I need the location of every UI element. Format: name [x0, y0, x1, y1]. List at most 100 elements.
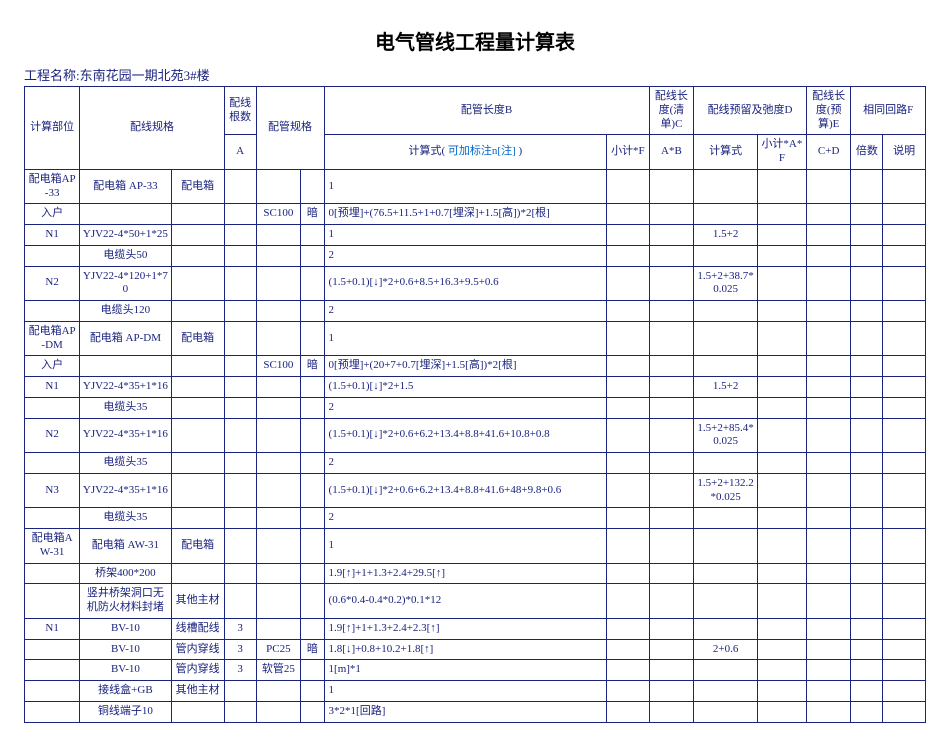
cell-ps	[256, 321, 301, 356]
cell-sub	[607, 508, 649, 529]
cell-cnt: 3	[224, 660, 256, 681]
cell-tm	[851, 529, 883, 564]
cell-bl	[806, 225, 851, 246]
h-formula-note: 可加标注n[注]	[448, 145, 516, 157]
cell-rs	[757, 377, 806, 398]
cell-rs	[757, 245, 806, 266]
cell-sub	[607, 584, 649, 619]
cell-cl	[649, 660, 694, 681]
h-formula-prefix: 计算式(	[409, 145, 448, 157]
cell-bl	[806, 701, 851, 722]
cell-fml: 0[预埋]+(76.5+11.5+1+0.7[埋深]+1.5[高])*2[根]	[324, 204, 607, 225]
cell-sub	[607, 301, 649, 322]
cell-ws2	[171, 225, 224, 246]
cell-ps	[256, 169, 301, 204]
cell-bl	[806, 639, 851, 660]
cell-rf	[694, 701, 758, 722]
cell-rf	[694, 453, 758, 474]
cell-ws1: 配电箱 AW-31	[80, 529, 171, 564]
cell-cp: 配电箱AP-33	[25, 169, 80, 204]
cell-rf	[694, 356, 758, 377]
cell-ws1: 配电箱 AP-33	[80, 169, 171, 204]
cell-tm	[851, 473, 883, 508]
cell-cnt: 3	[224, 618, 256, 639]
cell-tm	[851, 356, 883, 377]
cell-cp: 入户	[25, 356, 80, 377]
cell-ps	[256, 508, 301, 529]
cell-ds	[883, 204, 926, 225]
cell-rf	[694, 245, 758, 266]
cell-sub	[607, 266, 649, 301]
cell-ds	[883, 245, 926, 266]
cell-rs	[757, 508, 806, 529]
cell-cnt	[224, 204, 256, 225]
cell-ds	[883, 225, 926, 246]
cell-an	[301, 397, 324, 418]
cell-ps	[256, 266, 301, 301]
cell-cp	[25, 397, 80, 418]
cell-ps	[256, 453, 301, 474]
h-circuit: 相同回路F	[851, 87, 926, 135]
cell-cl	[649, 301, 694, 322]
table-row: 电缆头502	[25, 245, 926, 266]
table-row: 铜线端子103*2*1[回路]	[25, 701, 926, 722]
cell-sub	[607, 660, 649, 681]
cell-ps	[256, 377, 301, 398]
cell-rf	[694, 618, 758, 639]
cell-cl	[649, 473, 694, 508]
cell-an	[301, 301, 324, 322]
table-row: N1YJV22-4*50+1*2511.5+2	[25, 225, 926, 246]
cell-sub	[607, 473, 649, 508]
table-row: 竖井桥架洞口无机防火材料封堵其他主材(0.6*0.4-0.4*0.2)*0.1*…	[25, 584, 926, 619]
cell-ws2	[171, 701, 224, 722]
cell-ps	[256, 681, 301, 702]
cell-ps: SC100	[256, 204, 301, 225]
cell-tm	[851, 377, 883, 398]
cell-bl	[806, 321, 851, 356]
cell-ws1: 电缆头50	[80, 245, 171, 266]
cell-bl	[806, 563, 851, 584]
cell-cl	[649, 563, 694, 584]
cell-cl	[649, 681, 694, 702]
cell-fml: 2	[324, 453, 607, 474]
cell-ws1: BV-10	[80, 618, 171, 639]
cell-ws1: 电缆头35	[80, 508, 171, 529]
cell-bl	[806, 660, 851, 681]
cell-rf	[694, 584, 758, 619]
table-row: 配电箱AW-31配电箱 AW-31配电箱1	[25, 529, 926, 564]
cell-fml: (1.5+0.1)[↓]*2+0.6+6.2+13.4+8.8+41.6+48+…	[324, 473, 607, 508]
h-times: 倍数	[851, 135, 883, 170]
cell-rs	[757, 397, 806, 418]
cell-an	[301, 266, 324, 301]
h-pipelen: 配管长度B	[324, 87, 649, 135]
cell-cp	[25, 245, 80, 266]
cell-cp	[25, 563, 80, 584]
table-row: BV-10管内穿线3软管251[m]*1	[25, 660, 926, 681]
cell-ps	[256, 397, 301, 418]
cell-ds	[883, 321, 926, 356]
cell-an	[301, 508, 324, 529]
cell-bl	[806, 473, 851, 508]
cell-cl	[649, 529, 694, 564]
cell-fml: 1	[324, 321, 607, 356]
cell-an	[301, 321, 324, 356]
cell-cnt	[224, 508, 256, 529]
cell-rs	[757, 453, 806, 474]
cell-sub	[607, 453, 649, 474]
cell-cp: N2	[25, 418, 80, 453]
cell-bl	[806, 508, 851, 529]
cell-cl	[649, 266, 694, 301]
project-name: 东南花园一期北苑3#楼	[80, 68, 210, 83]
calc-table: 计算部位 配线规格 配线根数 配管规格 配管长度B 配线长度(清单)C 配线预留…	[24, 86, 926, 723]
cell-cnt	[224, 453, 256, 474]
cell-tm	[851, 508, 883, 529]
cell-fml: 1.9[↑]+1+1.3+2.4+2.3[↑]	[324, 618, 607, 639]
cell-bl	[806, 397, 851, 418]
h-reserve-f: 计算式	[694, 135, 758, 170]
cell-an	[301, 529, 324, 564]
cell-ws1: 铜线端子10	[80, 701, 171, 722]
cell-rf	[694, 301, 758, 322]
cell-rf: 1.5+2	[694, 377, 758, 398]
cell-cnt	[224, 563, 256, 584]
cell-ws1: 竖井桥架洞口无机防火材料封堵	[80, 584, 171, 619]
